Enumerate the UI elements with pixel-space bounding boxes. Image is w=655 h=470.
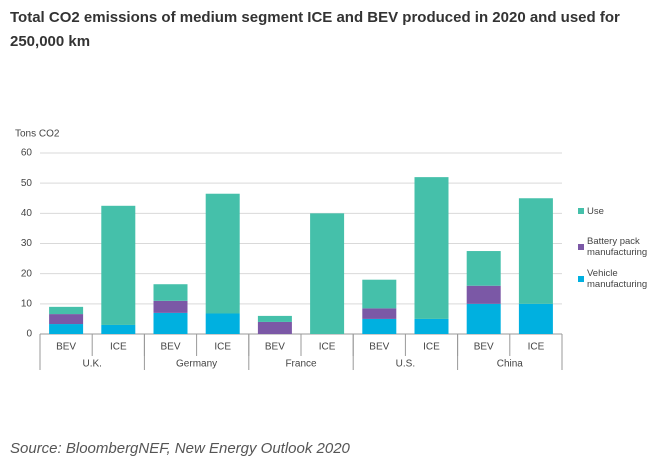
group-label: Germany bbox=[176, 359, 217, 370]
bar-segment bbox=[414, 318, 449, 334]
legend-swatch bbox=[578, 276, 584, 282]
bar-segment bbox=[466, 251, 501, 286]
bar-segment bbox=[362, 308, 397, 319]
x-tick-label: BEV bbox=[160, 342, 180, 353]
y-tick-label: 20 bbox=[21, 268, 33, 279]
source: Source: BloombergNEF, New Energy Outlook… bbox=[10, 440, 350, 457]
y-tick-label: 40 bbox=[21, 208, 33, 219]
bar-segment bbox=[362, 318, 397, 334]
bar-segment bbox=[205, 193, 240, 314]
bar-segment bbox=[257, 321, 292, 334]
bar-segment bbox=[310, 213, 345, 334]
x-tick-label: ICE bbox=[528, 342, 545, 353]
x-tick-label: BEV bbox=[474, 342, 494, 353]
legend-label: Vehicle manufacturing bbox=[587, 268, 648, 290]
x-tick-label: BEV bbox=[369, 342, 389, 353]
y-tick-label: 30 bbox=[21, 238, 33, 249]
bar-segment bbox=[49, 306, 84, 315]
group-label: U.K. bbox=[82, 359, 101, 370]
bar-segment bbox=[49, 324, 84, 334]
legend-label: Battery pack manufacturing bbox=[587, 236, 648, 258]
y-tick-label: 10 bbox=[21, 298, 33, 309]
x-tick-label: BEV bbox=[265, 342, 285, 353]
chart-title: Total CO2 emissions of medium segment IC… bbox=[10, 9, 620, 50]
legend-label: Use bbox=[587, 205, 604, 217]
bar-segment bbox=[362, 279, 397, 309]
bar-segment bbox=[153, 300, 188, 313]
bar-segment bbox=[466, 285, 501, 304]
bar-segment bbox=[49, 314, 84, 325]
bar-segment bbox=[153, 312, 188, 334]
bar-segment bbox=[518, 198, 553, 304]
bar-segment bbox=[101, 324, 136, 334]
x-tick-label: BEV bbox=[56, 342, 76, 353]
y-axis-label: Tons CO2 bbox=[15, 129, 60, 140]
bar-segment bbox=[466, 303, 501, 334]
x-tick-label: ICE bbox=[110, 342, 127, 353]
group-label: China bbox=[497, 359, 524, 370]
group-label: U.S. bbox=[396, 359, 415, 370]
bar-segment bbox=[153, 284, 188, 301]
bar-segment bbox=[257, 315, 292, 322]
bar-segment bbox=[101, 205, 136, 325]
bar-segment bbox=[518, 303, 553, 334]
x-tick-label: ICE bbox=[423, 342, 440, 353]
y-tick-label: 60 bbox=[21, 148, 33, 159]
y-tick-label: 50 bbox=[21, 178, 33, 189]
bar-segment bbox=[414, 177, 449, 319]
x-tick-label: ICE bbox=[319, 342, 336, 353]
group-label: France bbox=[285, 359, 317, 370]
bar-segment bbox=[205, 313, 240, 334]
legend-swatch bbox=[578, 244, 584, 250]
legend-swatch bbox=[578, 208, 584, 214]
y-tick-label: 0 bbox=[26, 329, 32, 340]
x-tick-label: ICE bbox=[214, 342, 231, 353]
